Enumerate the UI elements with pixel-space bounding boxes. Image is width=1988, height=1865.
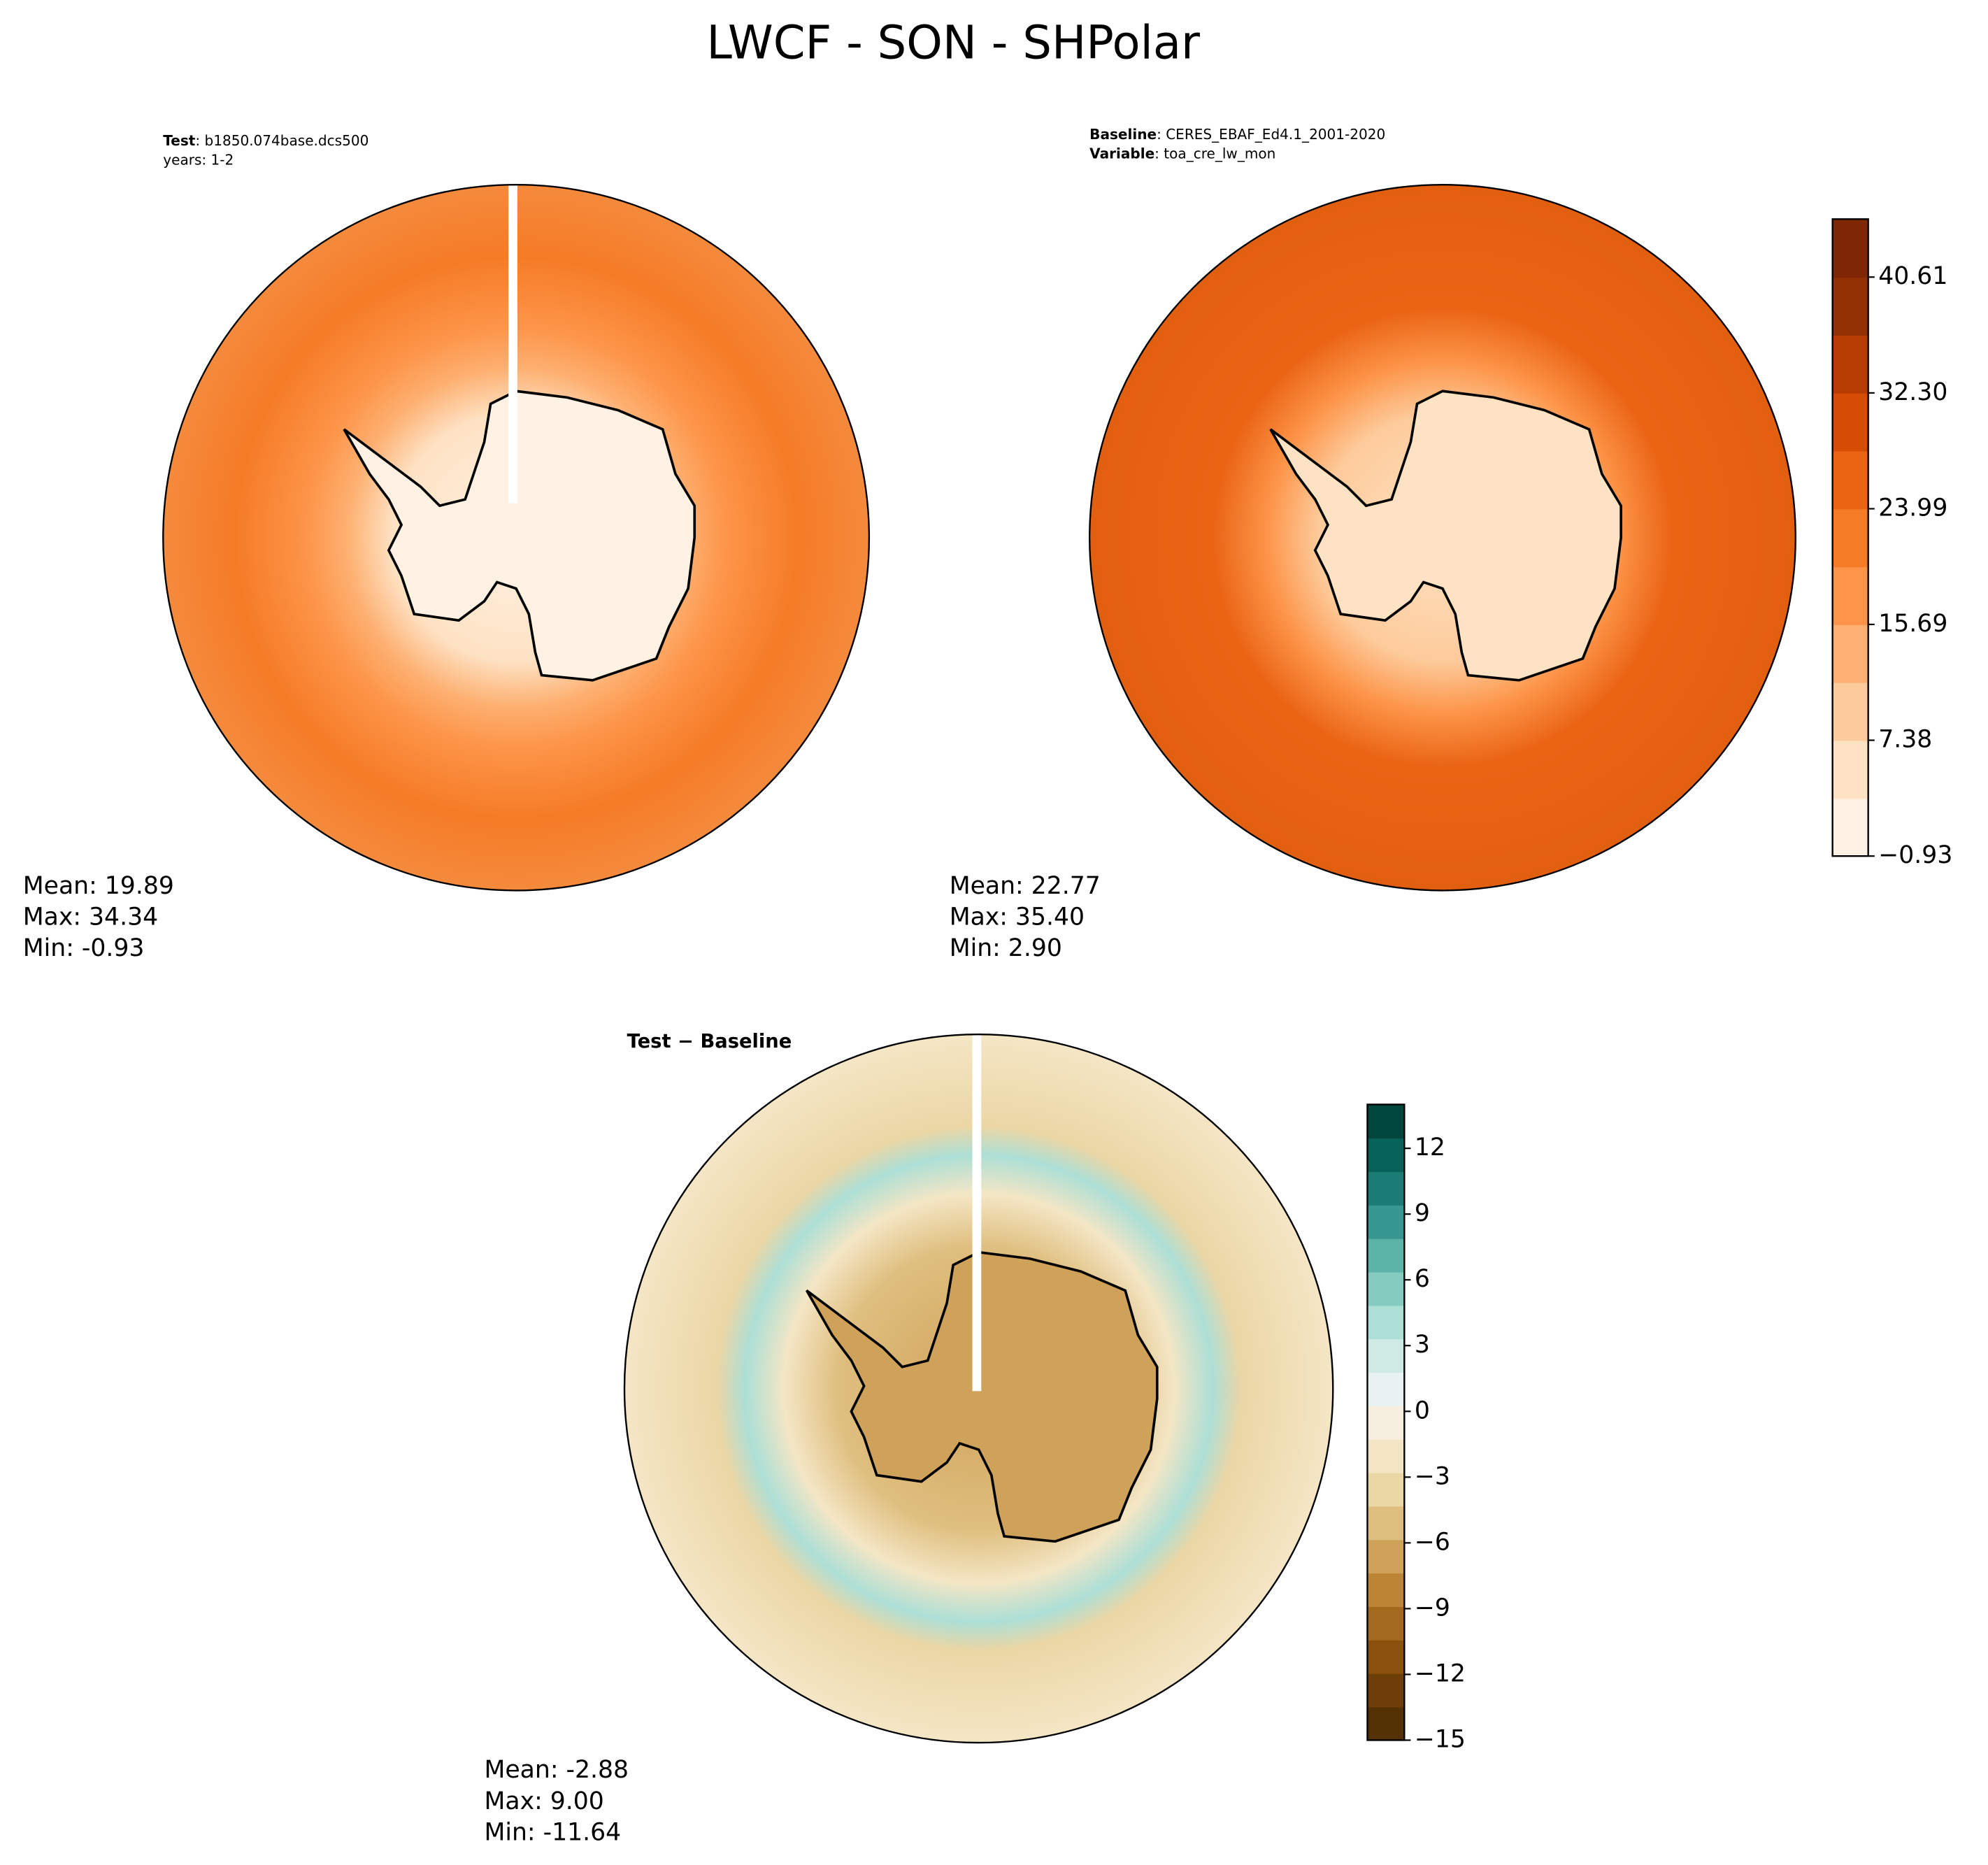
colorbar-band xyxy=(1832,334,1868,394)
colorbar-band xyxy=(1832,740,1868,799)
colorbar-band xyxy=(1367,1639,1405,1674)
colorbar-tick-label: −9 xyxy=(1415,1594,1450,1622)
colorbar-tick-label: 32.30 xyxy=(1878,378,1947,406)
colorbar-tick-label: 23.99 xyxy=(1878,494,1947,522)
colorbar-tick-label: 0 xyxy=(1415,1396,1430,1424)
colorbar-band xyxy=(1367,1606,1405,1641)
panel-header: Test − Baseline xyxy=(627,1031,792,1052)
colorbar-band xyxy=(1832,682,1868,741)
colorbar-tick-label: 12 xyxy=(1415,1134,1445,1162)
colorbar-frame xyxy=(1831,218,1869,857)
colorbar-band xyxy=(1367,1171,1405,1206)
stat: Max: 35.40 xyxy=(950,903,1085,931)
panel-header: Baseline: CERES_EBAF_Ed4.1_2001-2020 xyxy=(1089,126,1385,143)
colorbar-band xyxy=(1367,1539,1405,1574)
colorbar-tick-label: 6 xyxy=(1415,1265,1430,1293)
colorbar-band xyxy=(1367,1673,1405,1708)
stat: Min: -11.64 xyxy=(485,1818,622,1846)
colorbar-band xyxy=(1367,1238,1405,1273)
header-label: Test xyxy=(163,132,196,149)
stat: Mean: 22.77 xyxy=(950,872,1101,900)
colorbar-band xyxy=(1832,392,1868,452)
map-baseline xyxy=(1088,183,1796,892)
colorbar-band xyxy=(1367,1472,1405,1507)
colorbar-band xyxy=(1367,1271,1405,1306)
colorbar-band xyxy=(1367,1506,1405,1541)
colorbar-band xyxy=(1367,1104,1405,1139)
map-test xyxy=(162,183,871,892)
colorbar-tick-label: 9 xyxy=(1415,1199,1430,1227)
colorbar-tick-label: 3 xyxy=(1415,1331,1430,1359)
map-border xyxy=(162,183,871,892)
colorbar-tick-label: −3 xyxy=(1415,1462,1450,1490)
stat: Max: 34.34 xyxy=(23,903,158,931)
seam xyxy=(972,1034,982,1392)
colorbar-band xyxy=(1832,450,1868,510)
map-border xyxy=(1088,183,1796,892)
map-diff xyxy=(623,1034,1334,1744)
stat: Mean: -2.88 xyxy=(485,1756,629,1784)
colorbar-band xyxy=(1367,1204,1405,1239)
stat: Mean: 19.89 xyxy=(23,872,174,900)
seam xyxy=(508,185,517,503)
stat: Max: 9.00 xyxy=(485,1787,604,1815)
colorbar-band xyxy=(1832,219,1868,278)
header-label: Baseline xyxy=(1089,126,1157,143)
colorbar-band xyxy=(1367,1338,1405,1373)
colorbar-band xyxy=(1832,566,1868,625)
colorbar-band xyxy=(1367,1305,1405,1340)
header-text: : b1850.074base.dcs500 xyxy=(195,132,369,149)
panel-header: years: 1-2 xyxy=(163,151,234,168)
map-border xyxy=(623,1034,1334,1744)
header-label: Test − Baseline xyxy=(627,1031,792,1052)
colorbar-band xyxy=(1367,1138,1405,1173)
colorbar-tick-label: 7.38 xyxy=(1878,726,1932,754)
header-text: years: 1-2 xyxy=(163,151,234,168)
colorbar-band xyxy=(1367,1372,1405,1406)
colorbar-tick-label: −12 xyxy=(1415,1659,1466,1687)
header-text: : CERES_EBAF_Ed4.1_2001-2020 xyxy=(1157,126,1385,143)
stat: Min: 2.90 xyxy=(950,934,1062,962)
panel-header: Test: b1850.074base.dcs500 xyxy=(163,132,369,149)
header-text: : toa_cre_lw_mon xyxy=(1154,145,1275,162)
colorbar-tick-label: −0.93 xyxy=(1878,841,1952,869)
colorbar-tick-label: 15.69 xyxy=(1878,610,1947,638)
colorbar-band xyxy=(1367,1573,1405,1608)
colorbar-tick-label: −6 xyxy=(1415,1528,1450,1556)
header-label: Variable xyxy=(1089,145,1154,162)
colorbar-band xyxy=(1367,1438,1405,1473)
colorbar-band xyxy=(1367,1406,1405,1440)
colorbar-band xyxy=(1832,798,1868,857)
colorbar-band xyxy=(1832,277,1868,336)
colorbar-frame xyxy=(1366,1103,1406,1741)
colorbar-band xyxy=(1832,624,1868,683)
figure-title: LWCF - SON - SHPolar xyxy=(706,17,1200,70)
colorbar-tick-label: 40.61 xyxy=(1878,262,1947,290)
colorbar-band xyxy=(1832,508,1868,568)
stat: Min: -0.93 xyxy=(23,934,145,962)
panel-header: Variable: toa_cre_lw_mon xyxy=(1089,145,1275,162)
colorbar-tick-label: −15 xyxy=(1415,1725,1466,1753)
colorbar-band xyxy=(1367,1706,1405,1741)
